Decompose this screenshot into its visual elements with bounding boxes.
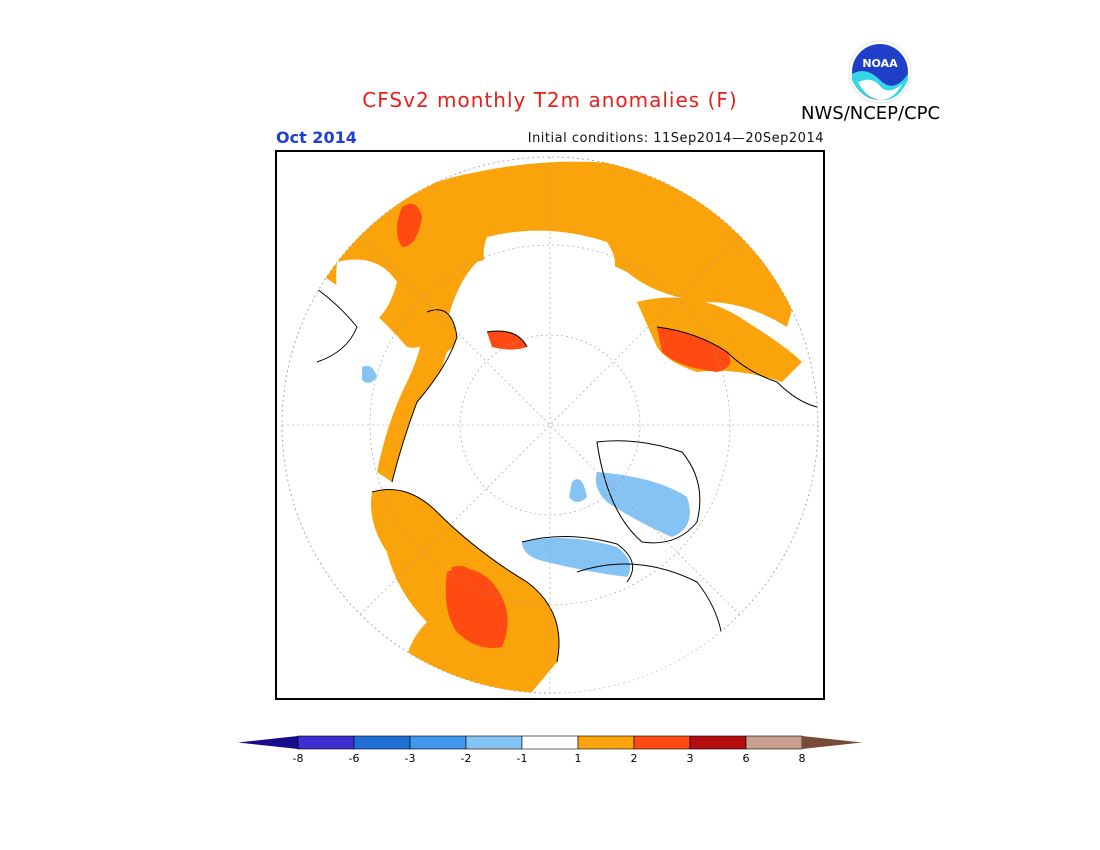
anomaly-blue-baffin bbox=[569, 479, 587, 502]
colorbar-arrow-high bbox=[802, 736, 862, 749]
logo-text: NOAA bbox=[862, 57, 898, 70]
near-normal-siberia bbox=[483, 230, 615, 296]
anomaly-red-canada-north bbox=[449, 566, 475, 588]
colorbar-swatch bbox=[745, 735, 803, 750]
colorbar-swatch bbox=[409, 735, 467, 750]
anomaly-red-scandinavia bbox=[397, 203, 422, 247]
anomaly-blue-canadian-arctic bbox=[522, 538, 631, 577]
anomaly-red-canada-west bbox=[445, 568, 508, 648]
coastlines bbox=[306, 281, 818, 693]
anomaly-red-alaska bbox=[657, 327, 731, 372]
colorbar-tick-label: -1 bbox=[516, 752, 528, 765]
colorbar-tick-label: 6 bbox=[742, 752, 750, 765]
anomaly-red-siberia-coast bbox=[487, 331, 527, 350]
anomaly-blue-greenland bbox=[595, 472, 690, 537]
colorbar-tick-label: 2 bbox=[630, 752, 638, 765]
colorbar-swatch bbox=[577, 735, 635, 750]
colorbar-tick-label: -2 bbox=[460, 752, 472, 765]
colorbar-tick-label: -6 bbox=[348, 752, 360, 765]
colorbar bbox=[238, 735, 862, 750]
colorbar-swatch bbox=[521, 735, 579, 750]
colorbar-tick-label: -3 bbox=[404, 752, 416, 765]
map-frame bbox=[275, 150, 825, 700]
graticule bbox=[282, 157, 818, 693]
colorbar-tick-label: 8 bbox=[798, 752, 806, 765]
agency-label: NWS/NCEP/CPC bbox=[801, 103, 941, 124]
polar-map bbox=[281, 156, 819, 694]
anomaly-blue-europe-small bbox=[362, 365, 377, 383]
initial-conditions: Initial conditions: 11Sep2014—20Sep2014 bbox=[527, 131, 824, 146]
colorbar-swatch bbox=[633, 735, 691, 750]
colorbar-swatch bbox=[689, 735, 747, 750]
near-normal-europe-w bbox=[336, 259, 397, 332]
anomaly-eurasia-north bbox=[317, 161, 797, 348]
colorbar-swatch bbox=[297, 735, 355, 750]
colorbar-tick-label: 3 bbox=[686, 752, 694, 765]
colorbar-arrow-low bbox=[238, 736, 298, 749]
forecast-month: Oct 2014 bbox=[276, 128, 357, 147]
colorbar-tick-label: -8 bbox=[292, 752, 304, 765]
colorbar-tick-label: 1 bbox=[574, 752, 582, 765]
colorbar-swatch bbox=[465, 735, 523, 750]
colorbar-swatch bbox=[353, 735, 411, 750]
chart-title: CFSv2 monthly T2m anomalies (F) bbox=[362, 88, 738, 112]
anomaly-europe bbox=[377, 309, 457, 482]
noaa-logo: NOAA bbox=[848, 40, 912, 104]
